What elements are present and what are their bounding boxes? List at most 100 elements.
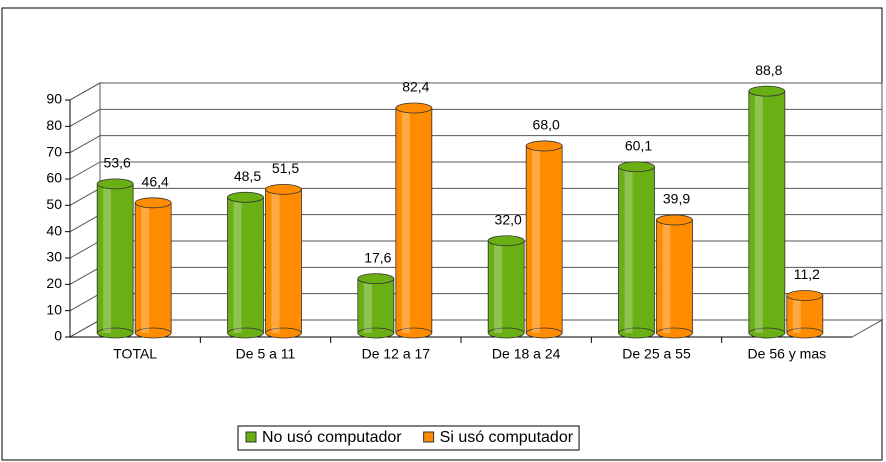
bar-top [227,191,264,203]
bar-shine [363,278,372,333]
legend-box [237,425,580,451]
bar-body [357,278,395,334]
bar-base [227,327,264,339]
bar-body [656,219,693,334]
y-tick-label: 80 [46,117,62,133]
bar-body [395,107,433,334]
bar-base [656,327,693,339]
bar-shine [624,166,633,333]
bar [96,178,134,339]
bar-body [265,188,302,334]
bar-base [786,327,824,339]
bar-top [395,102,433,114]
x-tick-label: De 56 y mas [748,346,827,362]
bar-shine [271,189,280,333]
grid-line [69,293,101,312]
legend-swatch [423,431,435,443]
bar-body [487,240,525,334]
bar [748,85,786,339]
bar [357,273,395,339]
bar-body [748,90,786,334]
grid-line [69,161,101,180]
y-tick-label: 60 [46,170,62,186]
bar-shine [103,183,112,333]
value-label: 82,4 [402,79,429,95]
bar-shine [233,197,242,333]
value-label: 11,2 [794,266,820,282]
value-label: 68,0 [533,117,560,133]
value-label: 88,8 [755,62,782,78]
bar-shine [754,91,763,333]
bar [525,140,563,339]
bar-body [618,166,655,334]
bar-body [134,202,172,334]
grid-line [69,266,101,285]
bar-shine [532,145,541,333]
y-tick-label: 50 [46,196,62,212]
bar-base [748,327,786,339]
legend-label: Si usó computador [440,429,574,446]
bar-base [525,327,563,339]
y-tick-label: 30 [46,249,62,265]
bar-base [134,327,172,339]
grid-line [69,135,101,154]
y-tick-label: 70 [46,143,62,159]
value-label: 17,6 [364,249,391,265]
bar-top [748,85,786,97]
legend-label: No usó computador [262,429,402,446]
bar-shine [792,295,801,333]
bar-base [357,327,395,339]
grid-line [69,319,101,338]
bar [656,214,693,339]
bar-top [134,197,172,209]
bar-shine [401,108,410,333]
bar-top [265,183,302,195]
grid-line [69,240,101,259]
grid-line [69,187,101,206]
grid-line [69,214,101,233]
bar-top [656,214,693,226]
x-tick-label: TOTAL [113,346,157,362]
y-tick-label: 10 [46,301,62,317]
side-wall [69,82,101,338]
bar-shine [141,202,150,333]
bar-base [96,327,134,339]
bar-base [265,327,302,339]
bar-top [618,161,655,173]
bar [227,191,264,339]
bar-base [487,327,525,339]
bar-shine [662,219,671,333]
y-tick-label: 40 [46,222,62,238]
bar-base [395,327,433,339]
legend-swatch [245,431,257,443]
bar-body [96,183,134,334]
bar-body [525,145,563,334]
x-tick-label: De 12 a 17 [362,346,431,362]
bar [395,102,433,339]
bar [786,290,824,339]
value-label: 39,9 [663,191,690,207]
value-label: 60,1 [625,137,652,153]
value-label: 53,6 [104,155,131,171]
y-tick-label: 20 [46,275,62,291]
bar-body [786,295,824,334]
bar-top [525,140,563,152]
bar-body [227,196,264,334]
y-tick-label: 90 [46,91,62,107]
x-tick-label: De 5 a 11 [236,346,296,362]
bar-base [618,327,655,339]
bar [134,197,172,339]
value-label: 48,5 [234,168,261,184]
x-tick-label: De 25 a 55 [622,346,691,362]
grid-line [69,82,101,101]
bar-top [357,273,395,285]
value-label: 32,0 [495,211,522,227]
bar [618,161,655,339]
bar-top [487,235,525,247]
bar-top [786,290,824,301]
value-label: 51,5 [272,160,299,176]
y-tick-label: 0 [54,328,62,344]
bar [265,183,302,339]
grid-line [69,108,101,127]
